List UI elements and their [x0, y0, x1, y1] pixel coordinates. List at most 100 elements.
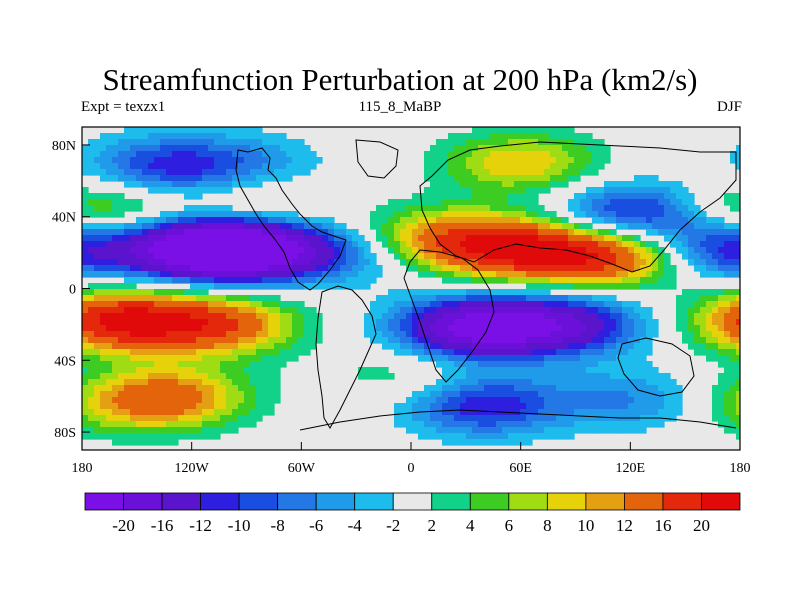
contour-cell [130, 235, 137, 242]
contour-cell [118, 385, 125, 392]
contour-cell [112, 259, 119, 266]
contour-cell [658, 265, 665, 272]
contour-cell [628, 403, 635, 410]
contour-cell [382, 295, 389, 302]
contour-cell [196, 193, 203, 200]
contour-cell [502, 139, 509, 146]
contour-cell [718, 397, 725, 404]
contour-cell [454, 325, 461, 332]
contour-cell [562, 163, 569, 170]
contour-cell [526, 181, 533, 188]
contour-cell [130, 259, 137, 266]
contour-cell [94, 307, 101, 314]
contour-cell [178, 151, 185, 158]
contour-cell [664, 187, 671, 194]
contour-cell [304, 235, 311, 242]
contour-cell [82, 319, 89, 326]
contour-cell [712, 259, 719, 266]
contour-cell [220, 361, 227, 368]
contour-cell [616, 361, 623, 368]
contour-cell [586, 265, 593, 272]
contour-cell [88, 409, 95, 416]
contour-cell [322, 241, 329, 248]
contour-cell [106, 223, 113, 230]
contour-cell [490, 127, 497, 134]
coastline-antarctica [299, 409, 737, 431]
contour-cell [328, 247, 335, 254]
contour-cell [406, 421, 413, 428]
contour-cell [148, 151, 155, 158]
contour-cell [604, 409, 611, 416]
contour-cell [214, 229, 221, 236]
contour-cell [640, 247, 647, 254]
contour-cell [256, 331, 263, 338]
contour-cell [184, 415, 191, 422]
contour-cell [88, 145, 95, 152]
contour-cell [424, 241, 431, 248]
contour-cell [166, 127, 173, 134]
contour-cell [268, 241, 275, 248]
contour-cell [694, 205, 701, 212]
contour-cell [118, 289, 125, 296]
contour-cell [538, 175, 545, 182]
contour-cell [622, 247, 629, 254]
contour-cell [508, 373, 515, 380]
contour-cell [568, 337, 575, 344]
contour-cell [370, 325, 377, 332]
contour-cell [220, 391, 227, 398]
contour-cell [166, 301, 173, 308]
contour-cell [376, 217, 383, 224]
contour-cell [154, 361, 161, 368]
contour-cell [520, 163, 527, 170]
contour-cell [610, 193, 617, 200]
contour-cell [442, 331, 449, 338]
contour-cell [706, 325, 713, 332]
contour-cell [166, 307, 173, 314]
contour-cell [184, 205, 191, 212]
contour-cell [514, 337, 521, 344]
contour-cell [454, 433, 461, 440]
contour-cell [436, 409, 443, 416]
contour-cell [238, 127, 245, 134]
contour-cell [496, 253, 503, 260]
contour-cell [424, 295, 431, 302]
contour-cell [250, 307, 257, 314]
contour-cell [214, 169, 221, 176]
contour-cell [328, 253, 335, 260]
contour-cell [592, 397, 599, 404]
contour-cell [304, 343, 311, 350]
contour-cell [604, 193, 611, 200]
contour-cell [568, 199, 575, 206]
contour-cell [250, 277, 257, 284]
contour-cell [436, 217, 443, 224]
contour-cell [466, 403, 473, 410]
contour-cell [124, 427, 131, 434]
contour-cell [190, 379, 197, 386]
contour-cell [118, 415, 125, 422]
contour-cell [220, 385, 227, 392]
contour-cell [598, 247, 605, 254]
contour-cell [124, 319, 131, 326]
contour-cell [250, 403, 257, 410]
contour-cell [202, 349, 209, 356]
contour-cell [178, 223, 185, 230]
contour-cell [556, 409, 563, 416]
contour-cell [214, 157, 221, 164]
contour-cell [448, 349, 455, 356]
contour-cell [208, 367, 215, 374]
contour-cell [658, 217, 665, 224]
contour-cell [166, 349, 173, 356]
contour-cell [466, 187, 473, 194]
contour-cell [154, 391, 161, 398]
contour-cell [100, 133, 107, 140]
contour-cell [676, 211, 683, 218]
contour-cell [202, 415, 209, 422]
contour-cell [478, 313, 485, 320]
contour-cell [442, 367, 449, 374]
contour-cell [220, 187, 227, 194]
contour-cell [148, 145, 155, 152]
contour-cell [214, 259, 221, 266]
contour-cell [124, 343, 131, 350]
contour-cell [424, 193, 431, 200]
contour-cell [184, 241, 191, 248]
